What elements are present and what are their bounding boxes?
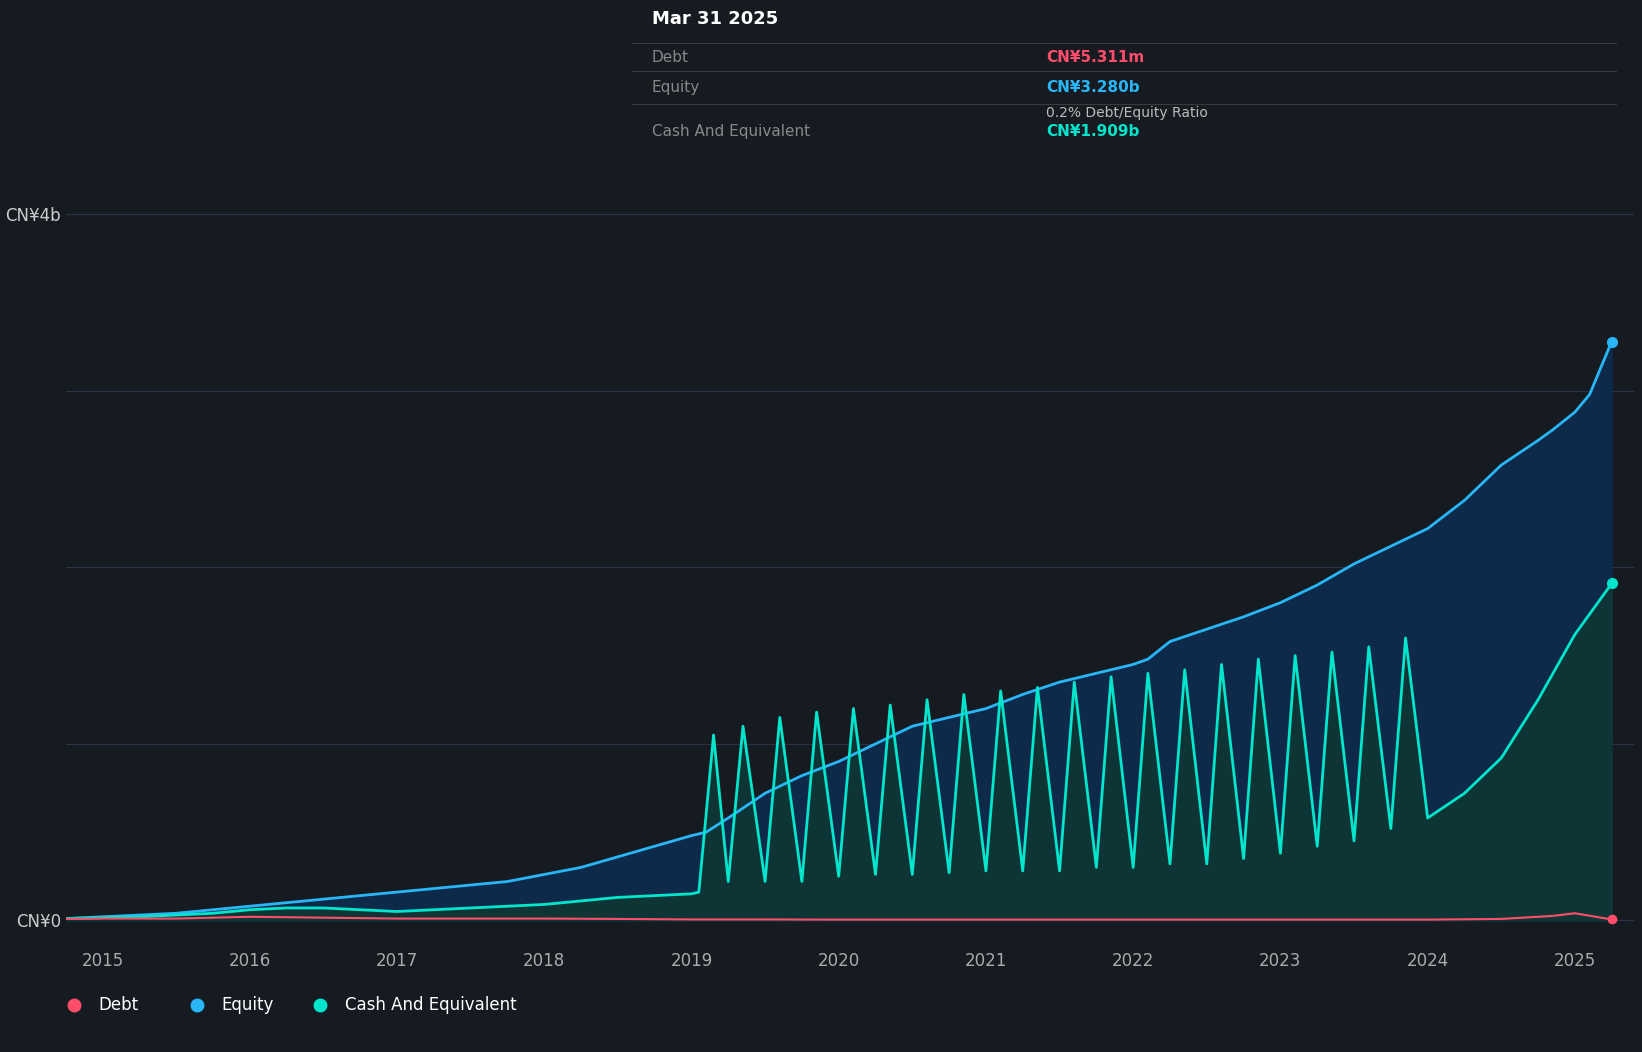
Text: 0.2% Debt/Equity Ratio: 0.2% Debt/Equity Ratio (1046, 105, 1209, 120)
Text: Cash And Equivalent: Cash And Equivalent (652, 124, 810, 139)
Text: Cash And Equivalent: Cash And Equivalent (345, 995, 517, 1014)
Text: Equity: Equity (652, 80, 699, 95)
Text: Equity: Equity (222, 995, 274, 1014)
Text: CN¥3.280b: CN¥3.280b (1046, 80, 1140, 95)
Text: CN¥5.311m: CN¥5.311m (1046, 49, 1144, 64)
Text: Mar 31 2025: Mar 31 2025 (652, 9, 778, 27)
Text: Debt: Debt (652, 49, 690, 64)
Text: Debt: Debt (99, 995, 138, 1014)
Text: CN¥1.909b: CN¥1.909b (1046, 124, 1140, 139)
